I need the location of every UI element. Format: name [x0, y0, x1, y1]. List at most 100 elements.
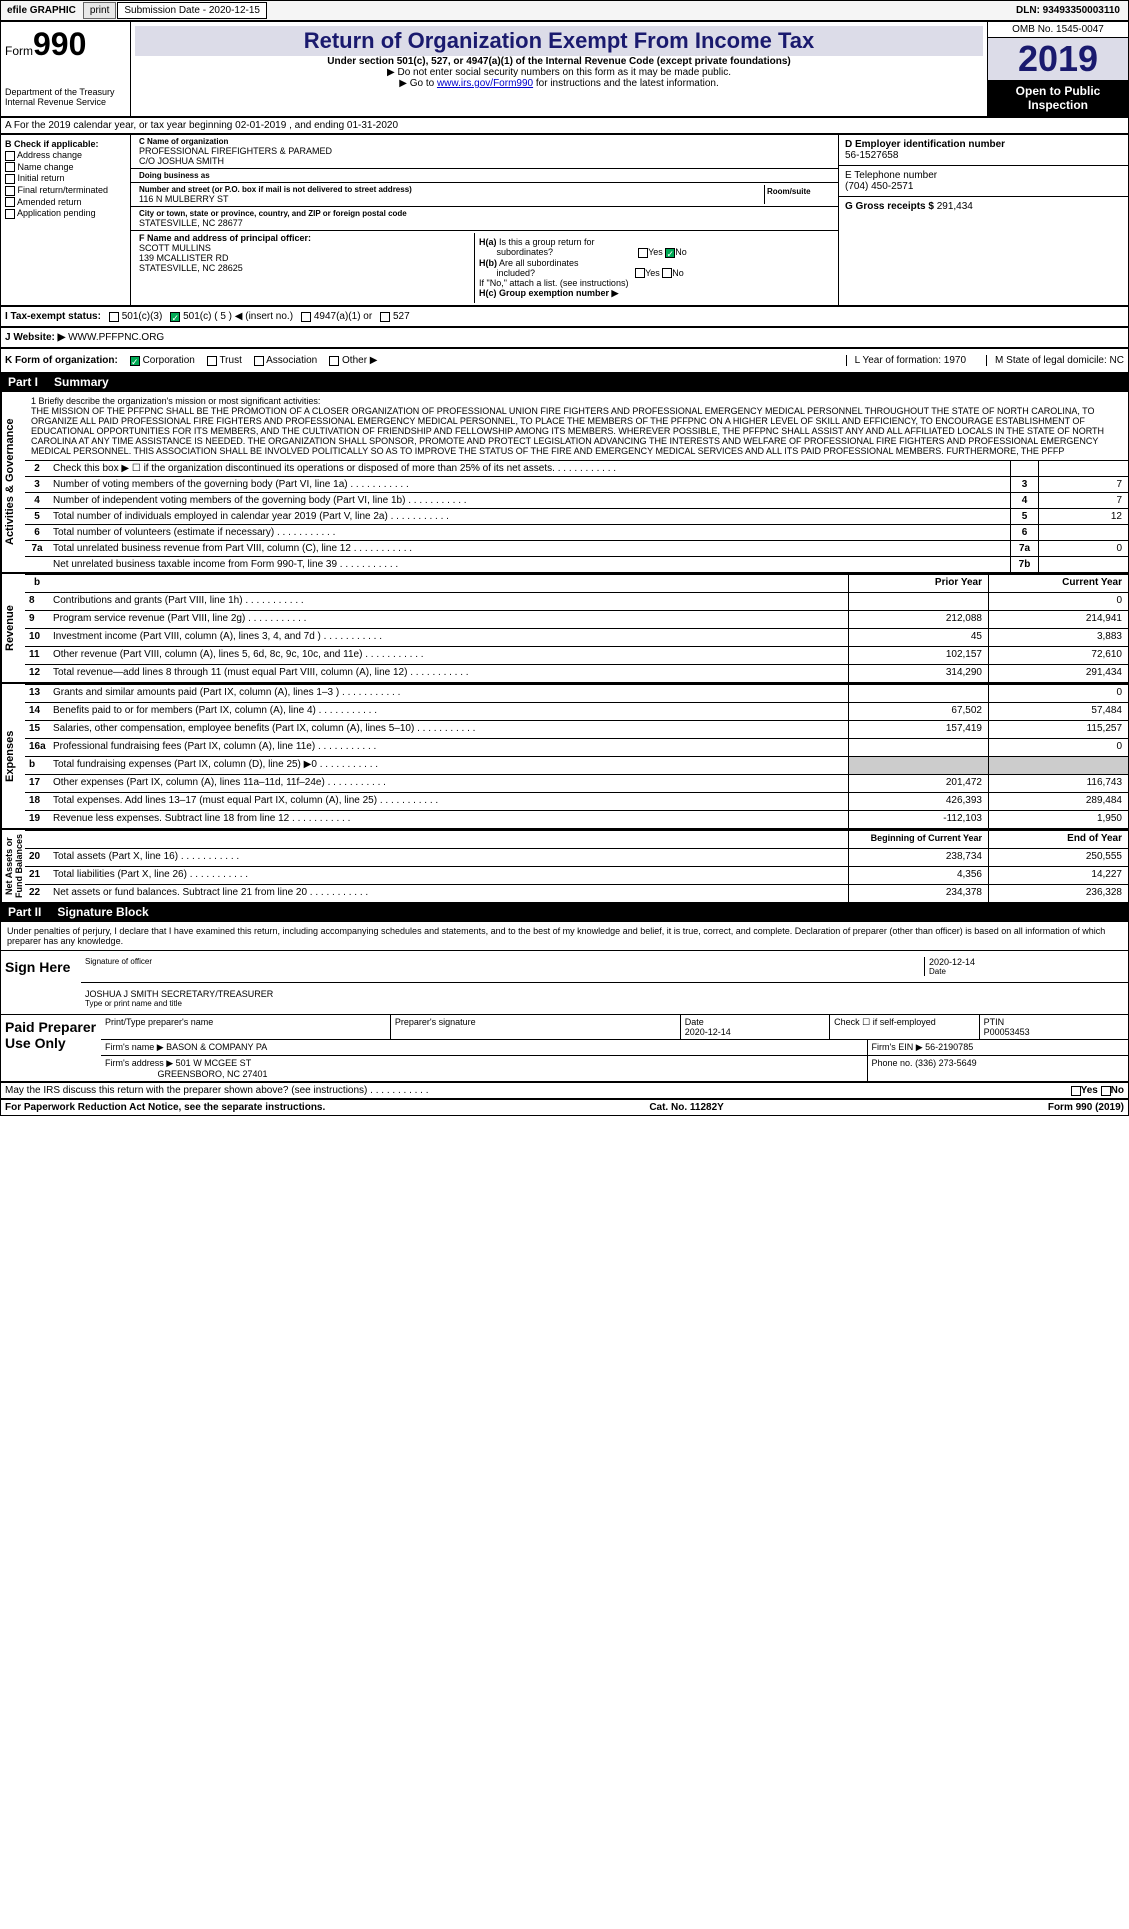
b-item-5: Application pending: [17, 208, 96, 218]
m-state: M State of legal domicile: NC: [986, 355, 1124, 366]
rev-n: 8: [25, 593, 49, 610]
net-py-head: Beginning of Current Year: [848, 831, 988, 848]
prep-h5: PTIN: [984, 1017, 1124, 1027]
hb-label: H(b) Are all subordinates included? Yes …: [479, 258, 830, 279]
exp-py: -112,103: [848, 811, 988, 828]
net-section: Net Assets or Fund Balances Beginning of…: [0, 829, 1129, 903]
rev-n: 12: [25, 665, 49, 682]
sig-of-officer: Signature of officer: [85, 957, 924, 966]
b-item-1: Name change: [18, 162, 74, 172]
net-cy: 250,555: [988, 849, 1128, 866]
tax-year: 2019: [988, 38, 1128, 80]
act-box: 5: [1010, 509, 1038, 524]
py-head: Prior Year: [848, 575, 988, 592]
yes-1: Yes: [648, 247, 663, 257]
chk-address[interactable]: [5, 151, 15, 161]
exp-desc: Revenue less expenses. Subtract line 18 …: [49, 811, 848, 828]
tax-status-row: I Tax-exempt status: 501(c)(3) ✓ 501(c) …: [0, 306, 1129, 327]
exp-n: b: [25, 757, 49, 774]
exp-cy: 289,484: [988, 793, 1128, 810]
chk-assoc[interactable]: [254, 356, 264, 366]
officer-name-label: Type or print name and title: [85, 999, 273, 1008]
prep-date: 2020-12-14: [685, 1027, 825, 1037]
chk-corp[interactable]: ✓: [130, 356, 140, 366]
form-foot: Form 990 (2019): [1048, 1102, 1124, 1113]
exp-desc: Professional fundraising fees (Part IX, …: [49, 739, 848, 756]
exp-cy: 0: [988, 739, 1128, 756]
cat-no: Cat. No. 11282Y: [649, 1102, 723, 1113]
dba-label: Doing business as: [139, 171, 830, 180]
ha-yes[interactable]: [638, 248, 648, 258]
rev-py: 102,157: [848, 647, 988, 664]
act-box: [1010, 461, 1038, 476]
form-word: Form: [5, 44, 33, 58]
chk-final[interactable]: [5, 186, 15, 196]
signature-block: Under penalties of perjury, I declare th…: [0, 921, 1129, 1082]
chk-527[interactable]: [380, 312, 390, 322]
rev-py: 212,088: [848, 611, 988, 628]
discuss-no[interactable]: [1101, 1086, 1111, 1096]
act-n: 5: [25, 509, 49, 524]
net-n: 20: [25, 849, 49, 866]
revenue-section: Revenue bPrior YearCurrent Year 8Contrib…: [0, 573, 1129, 683]
hb-yes[interactable]: [635, 268, 645, 278]
chk-501c3[interactable]: [109, 312, 119, 322]
ein-label: Firm's EIN ▶: [872, 1042, 923, 1052]
h-note: If "No," attach a list. (see instruction…: [479, 278, 830, 288]
act-val: [1038, 461, 1128, 476]
header-left: Form990 Department of the Treasury Inter…: [1, 22, 131, 116]
chk-4947[interactable]: [301, 312, 311, 322]
section-b: B Check if applicable: Address change Na…: [0, 134, 1129, 306]
k-opt-1: Trust: [219, 355, 241, 366]
discuss-yes[interactable]: [1071, 1086, 1081, 1096]
chk-initial[interactable]: [5, 174, 15, 184]
city-label: City or town, state or province, country…: [139, 209, 830, 218]
website: WWW.PFFPNC.ORG: [68, 332, 164, 343]
net-cy: 236,328: [988, 885, 1128, 902]
exp-desc: Total expenses. Add lines 13–17 (must eq…: [49, 793, 848, 810]
rev-cy: 3,883: [988, 629, 1128, 646]
line2: ▶ Do not enter social security numbers o…: [135, 67, 983, 78]
irs-link[interactable]: www.irs.gov/Form990: [437, 78, 533, 89]
chk-amended[interactable]: [5, 197, 15, 207]
col-b: B Check if applicable: Address change Na…: [1, 135, 131, 305]
act-desc: Net unrelated business taxable income fr…: [49, 557, 1010, 572]
firm-ein: 56-2190785: [925, 1042, 973, 1052]
paperwork: For Paperwork Reduction Act Notice, see …: [5, 1102, 325, 1113]
open-public: Open to Public Inspection: [988, 80, 1128, 116]
org-name: PROFESSIONAL FIREFIGHTERS & PARAMED: [139, 146, 830, 156]
ha-no[interactable]: ✓: [665, 248, 675, 258]
f-addr1: 139 MCALLISTER RD: [139, 253, 470, 263]
rev-py: 314,290: [848, 665, 988, 682]
cy-head: Current Year: [988, 575, 1128, 592]
exp-py: 201,472: [848, 775, 988, 792]
chk-other[interactable]: [329, 356, 339, 366]
act-box: 3: [1010, 477, 1038, 492]
paid-preparer: Paid Preparer Use Only: [1, 1015, 101, 1081]
line3-pre: ▶ Go to: [399, 78, 437, 89]
form-header: Form990 Department of the Treasury Inter…: [0, 21, 1129, 117]
act-desc: Check this box ▶ ☐ if the organization d…: [49, 461, 1010, 476]
exp-desc: Other expenses (Part IX, column (A), lin…: [49, 775, 848, 792]
print-button[interactable]: print: [83, 2, 116, 19]
hb-no[interactable]: [662, 268, 672, 278]
vert-activities: Activities & Governance: [1, 392, 25, 572]
exp-py: 426,393: [848, 793, 988, 810]
header-center: Return of Organization Exempt From Incom…: [131, 22, 988, 116]
chk-trust[interactable]: [207, 356, 217, 366]
no-1: No: [675, 247, 687, 257]
chk-501c[interactable]: ✓: [170, 312, 180, 322]
mission-text: THE MISSION OF THE PFFPNC SHALL BE THE P…: [31, 406, 1122, 456]
firm-addr: 501 W MCGEE ST: [176, 1058, 252, 1068]
act-desc: Total unrelated business revenue from Pa…: [49, 541, 1010, 556]
chk-name[interactable]: [5, 162, 15, 172]
k-opt-2: Association: [266, 355, 317, 366]
top-bar: efile GRAPHIC print Submission Date - 20…: [0, 0, 1129, 21]
net-desc: Total liabilities (Part X, line 26): [49, 867, 848, 884]
rev-head-n: b: [25, 575, 49, 592]
act-box: 4: [1010, 493, 1038, 508]
chk-app[interactable]: [5, 209, 15, 219]
exp-n: 14: [25, 703, 49, 720]
firm-phone: (336) 273-5649: [915, 1058, 977, 1068]
k-label: K Form of organization:: [5, 355, 118, 366]
